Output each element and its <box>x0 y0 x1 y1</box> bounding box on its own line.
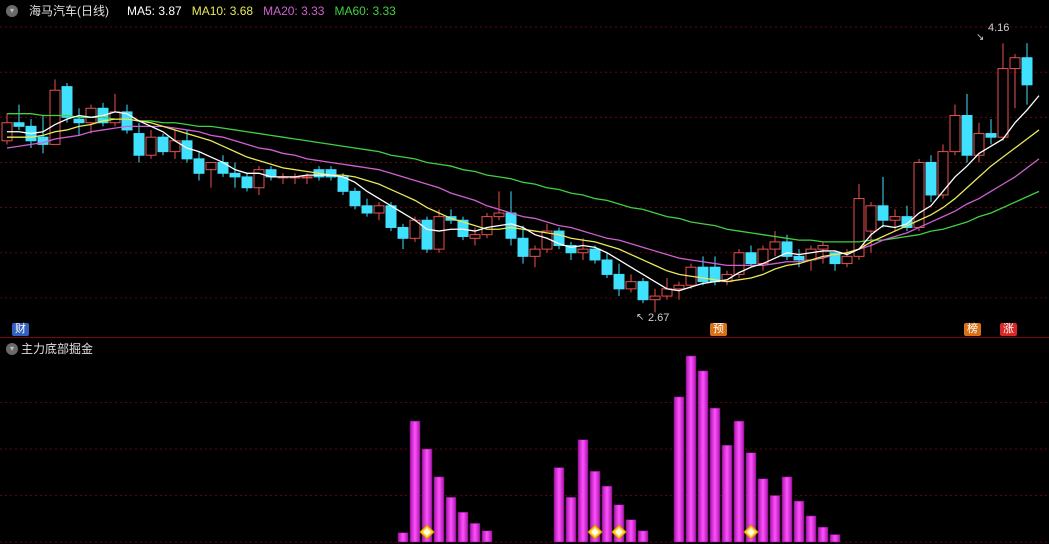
candle[interactable] <box>254 170 264 188</box>
indicator-bar <box>626 520 636 542</box>
indicator-bar <box>830 535 840 542</box>
indicator-chart[interactable] <box>0 338 1049 544</box>
candle[interactable] <box>878 206 888 220</box>
candle[interactable] <box>194 159 204 173</box>
price-annotation: 4.16 <box>988 22 1009 34</box>
info-badge[interactable]: 涨 <box>1000 323 1017 336</box>
candle[interactable] <box>1022 58 1032 85</box>
candle[interactable] <box>158 137 168 151</box>
candle[interactable] <box>50 90 60 144</box>
info-badge[interactable]: 财 <box>12 323 29 336</box>
candle[interactable] <box>518 238 528 256</box>
indicator-bar <box>458 512 468 542</box>
indicator-panel-header: ▾ 主力底部掘金 <box>6 340 93 357</box>
indicator-bar <box>734 421 744 542</box>
indicator-bar <box>638 531 648 542</box>
candle[interactable] <box>422 220 432 249</box>
candle[interactable] <box>626 282 636 289</box>
candle[interactable] <box>362 206 372 213</box>
ma-legend-ma5: MA5: 3.87 <box>127 4 182 18</box>
info-badge[interactable]: 榜 <box>964 323 981 336</box>
candle[interactable] <box>638 282 648 300</box>
candle[interactable] <box>926 162 936 195</box>
candle[interactable] <box>650 296 660 300</box>
candle[interactable] <box>470 235 480 239</box>
candle[interactable] <box>434 217 444 250</box>
indicator-bar <box>806 516 816 542</box>
candle[interactable] <box>818 246 828 250</box>
candle[interactable] <box>350 191 360 205</box>
candle[interactable] <box>530 249 540 256</box>
indicator-bar <box>602 486 612 542</box>
candle[interactable] <box>602 260 612 274</box>
candle[interactable] <box>398 227 408 238</box>
candle[interactable] <box>14 123 24 127</box>
candle[interactable] <box>494 213 504 217</box>
candle[interactable] <box>62 87 72 118</box>
ma-legend-ma20: MA20: 3.33 <box>263 4 324 18</box>
price-annotation: 2.67 <box>648 312 669 324</box>
ma-legend-ma60: MA60: 3.33 <box>334 4 395 18</box>
indicator-bar <box>470 523 480 542</box>
indicator-bar <box>434 477 444 542</box>
candle[interactable] <box>890 217 900 221</box>
indicator-bar <box>674 397 684 542</box>
indicator-bar <box>758 479 768 542</box>
candle[interactable] <box>698 267 708 281</box>
collapse-icon[interactable]: ▾ <box>6 343 18 355</box>
indicator-title: 主力底部掘金 <box>21 340 93 357</box>
candle[interactable] <box>134 134 144 156</box>
candle[interactable] <box>962 116 972 156</box>
ma-legend-ma10: MA10: 3.68 <box>192 4 253 18</box>
candle[interactable] <box>998 69 1008 138</box>
candlestick-chart[interactable] <box>0 0 1049 338</box>
candle[interactable] <box>302 177 312 178</box>
indicator-bar <box>770 496 780 543</box>
candle[interactable] <box>74 119 84 123</box>
candle[interactable] <box>1010 58 1020 69</box>
indicator-bar <box>698 371 708 542</box>
candle[interactable] <box>866 206 876 231</box>
candle[interactable] <box>230 173 240 177</box>
candle[interactable] <box>242 177 252 188</box>
indicator-bar <box>782 477 792 542</box>
candle[interactable] <box>206 162 216 169</box>
candle[interactable] <box>770 242 780 249</box>
candle[interactable] <box>794 256 804 260</box>
indicator-bar <box>722 445 732 542</box>
candle[interactable] <box>986 134 996 138</box>
candle[interactable] <box>578 249 588 253</box>
stock-title: 海马汽车(日线) <box>29 2 109 19</box>
indicator-bar <box>578 440 588 542</box>
indicator-bar <box>686 356 696 542</box>
candle[interactable] <box>146 137 156 155</box>
candle[interactable] <box>938 152 948 195</box>
indicator-bar <box>554 468 564 542</box>
indicator-bar <box>794 501 804 542</box>
collapse-icon[interactable]: ▾ <box>6 5 18 17</box>
candle[interactable] <box>746 253 756 264</box>
info-badge[interactable]: 预 <box>710 323 727 336</box>
indicator-bar <box>446 497 456 542</box>
candle[interactable] <box>506 213 516 238</box>
indicator-bar <box>482 531 492 542</box>
candle[interactable] <box>482 217 492 235</box>
candle[interactable] <box>374 206 384 213</box>
candle[interactable] <box>674 285 684 289</box>
candle[interactable] <box>842 256 852 263</box>
candle[interactable] <box>386 206 396 228</box>
candle[interactable] <box>950 116 960 152</box>
indicator-bar <box>710 408 720 542</box>
main-panel-header: ▾ 海马汽车(日线) MA5: 3.87 MA10: 3.68 MA20: 3.33… <box>6 2 396 19</box>
candle[interactable] <box>914 162 924 227</box>
candle[interactable] <box>86 108 96 122</box>
indicator-bar <box>410 421 420 542</box>
indicator-bar <box>566 497 576 542</box>
candle[interactable] <box>182 141 192 159</box>
candle[interactable] <box>590 249 600 260</box>
candle[interactable] <box>614 274 624 288</box>
indicator-bar <box>818 527 828 542</box>
indicator-bar <box>398 533 408 542</box>
